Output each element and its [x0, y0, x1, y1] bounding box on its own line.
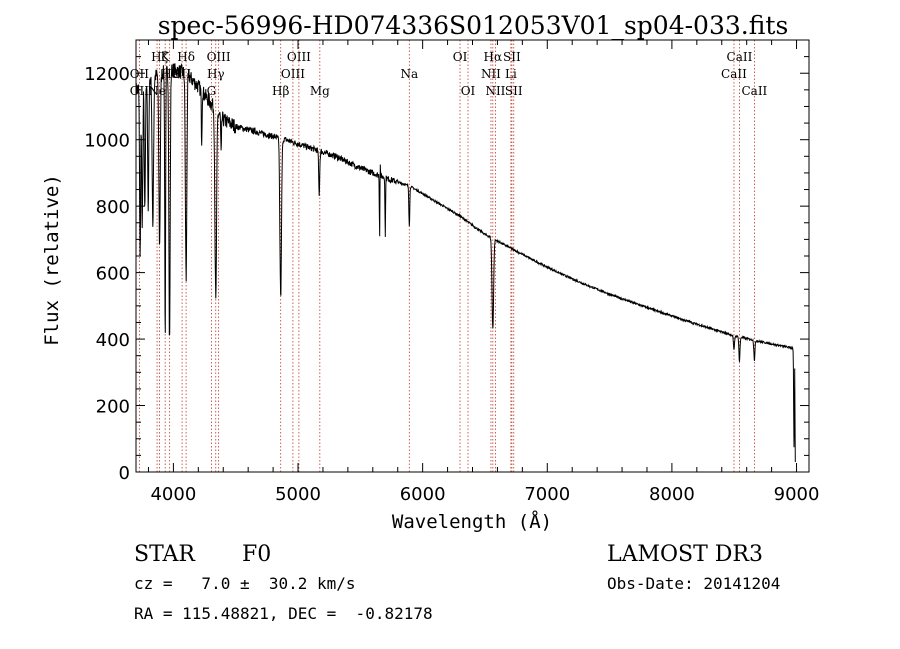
spectral-line-label: Mg [310, 84, 330, 98]
spectral-line-label: CaII [721, 67, 747, 81]
x-axis-ticks: 4000 5000 6000 7000 8000 9000 [147, 40, 820, 505]
redshift-text: cz = 7.0 ± 30.2 km/s [134, 574, 356, 593]
spectral-line-label: OII [130, 84, 150, 98]
spectral-line-label: G [207, 84, 217, 98]
spectral-line-label: OI [461, 84, 476, 98]
x-tick-label: 5000 [275, 484, 321, 505]
x-tick-label: 6000 [400, 484, 446, 505]
spectral-line-label: OIII [281, 67, 305, 81]
spectral-line-label: Hγ [207, 67, 225, 81]
y-axis-label: Flux (relative) [41, 174, 63, 346]
x-tick-label: 8000 [649, 484, 695, 505]
y-tick-label: 1200 [84, 64, 130, 85]
spectral-line-label: SII [503, 50, 521, 64]
y-tick-label: 1000 [84, 131, 130, 152]
x-axis-label: Wavelength (Å) [392, 510, 552, 533]
spectral-line-label: OII [130, 67, 150, 81]
plot-frame [135, 39, 810, 473]
spectral-line-label: K [161, 50, 171, 64]
spectral-subclass: F0 [242, 542, 271, 567]
y-tick-label: 200 [96, 397, 130, 418]
spectral-line-label: Hα [484, 50, 503, 64]
spectral-line-markers [138, 40, 755, 472]
y-tick-label: 0 [119, 463, 130, 484]
spectral-line-label: CaII [741, 84, 767, 98]
spectral-line-label: NII [481, 67, 501, 81]
object-class: STAR [134, 542, 196, 567]
spectral-line-label: Hδ [177, 50, 195, 64]
spectral-line-label: OIII [207, 50, 231, 64]
chart-title: spec-56996-HD074336S012053V01_sp04-033.f… [158, 11, 789, 40]
x-tick-label: 4000 [150, 484, 196, 505]
spectral-line-label: Li [505, 67, 517, 81]
y-tick-label: 400 [96, 330, 130, 351]
flux-spectrum-line [135, 62, 796, 463]
x-tick-label: 7000 [524, 484, 570, 505]
spectral-line-label: Na [400, 67, 418, 81]
x-tick-label: 9000 [774, 484, 820, 505]
y-axis-ticks: 0 200 400 600 800 1000 1200 [84, 56, 809, 484]
y-tick-label: 800 [96, 197, 130, 218]
spectral-line-label: Hζ [151, 50, 168, 64]
coordinates: RA = 115.48821, DEC = -0.82178 [134, 604, 433, 623]
obs-date: Obs-Date: 20141204 [607, 574, 780, 593]
spectral-line-label: SII [505, 84, 523, 98]
survey-name: LAMOST DR3 [607, 542, 763, 567]
spectral-line-label: NII [485, 84, 505, 98]
spectral-line-label: OI [453, 50, 468, 64]
spectral-line-label: OIII [287, 50, 311, 64]
y-tick-label: 600 [96, 264, 130, 285]
spectral-line-label: Hβ [272, 84, 289, 98]
spectral-line-label: CaII [727, 50, 753, 64]
